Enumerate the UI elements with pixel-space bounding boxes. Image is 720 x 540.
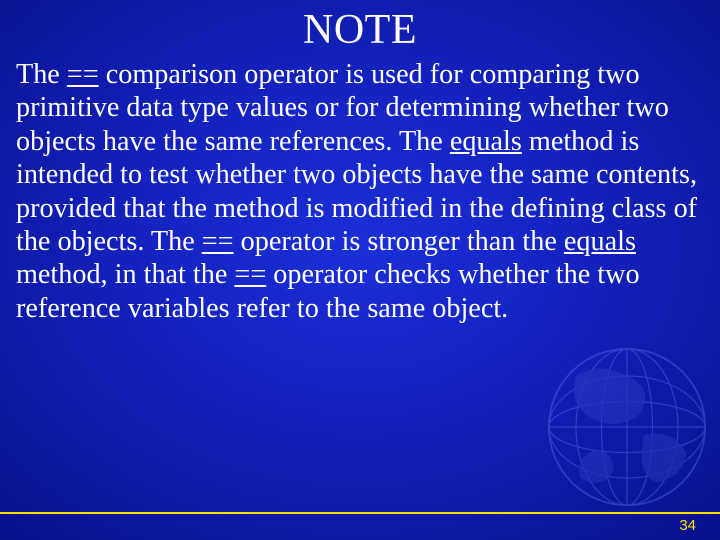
footer-divider <box>0 512 720 515</box>
slide: NOTE The == comparison operator is used … <box>0 0 720 540</box>
slide-body: The == comparison operator is used for c… <box>0 54 720 325</box>
text-run: method, in that the <box>16 259 234 290</box>
underline-equals-method: equals <box>450 126 522 157</box>
underline-equals-op: == <box>67 59 99 90</box>
underline-equals-method: equals <box>564 226 636 257</box>
page-number: 34 <box>679 517 696 534</box>
globe-decoration <box>542 342 712 512</box>
text-run: operator is stronger than the <box>234 226 564 257</box>
underline-equals-op: == <box>234 259 266 290</box>
underline-equals-op: == <box>202 226 234 257</box>
text-run: The <box>16 59 67 90</box>
slide-title: NOTE <box>0 0 720 54</box>
